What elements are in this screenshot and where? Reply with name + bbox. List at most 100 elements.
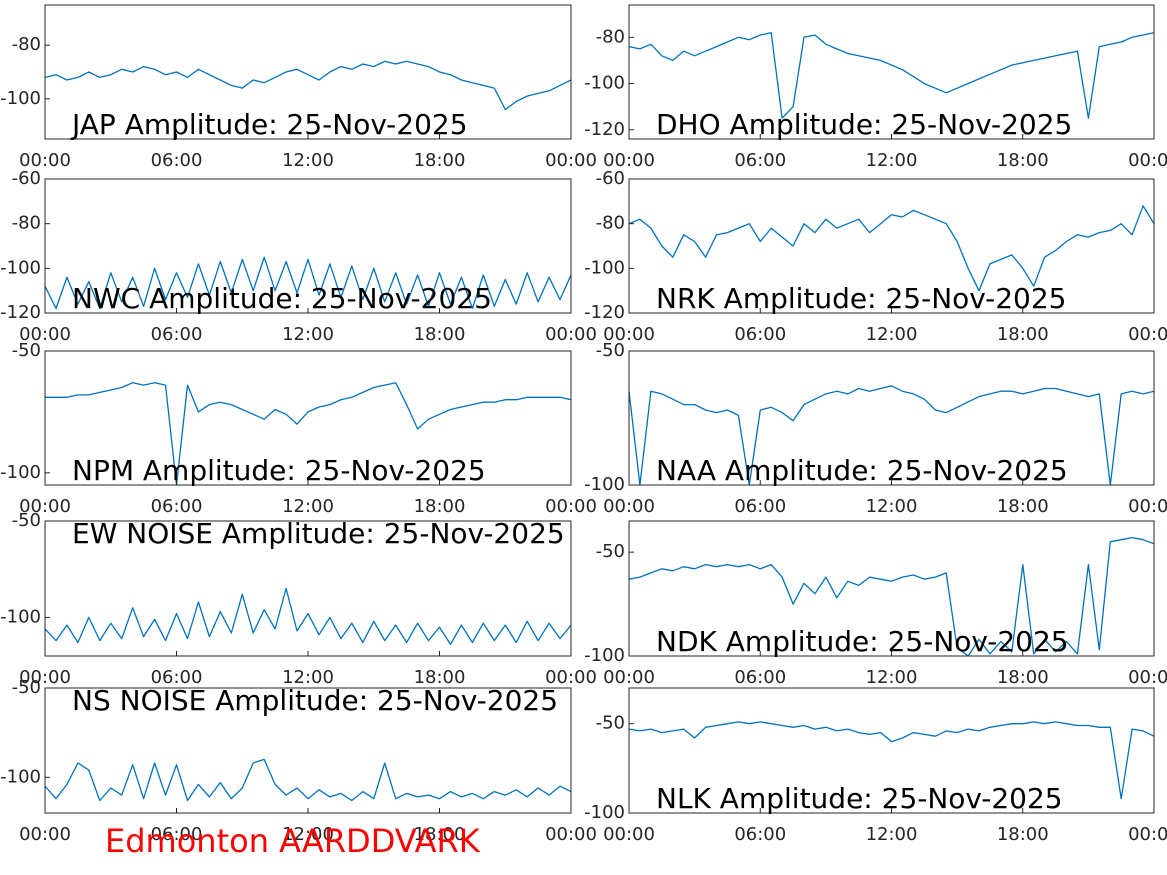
panel-title: NWC Amplitude: 25-Nov-2025 (72, 282, 492, 315)
x-tick-label: 06:00 (734, 324, 786, 345)
x-tick-label: 00:00 (19, 496, 71, 517)
x-tick-label: 00:00 (603, 824, 655, 845)
panel: -60-80-100-12000:0006:0012:0018:0000:00N… (584, 168, 1167, 345)
x-tick-label: 00:00 (545, 667, 597, 688)
data-line (45, 256, 571, 310)
x-tick-label: 00:00 (545, 150, 597, 171)
x-tick-label: 00:00 (19, 824, 71, 845)
panel-title: NDK Amplitude: 25-Nov-2025 (656, 625, 1069, 658)
y-tick-label: -100 (0, 766, 41, 787)
x-tick-label: 12:00 (282, 150, 334, 171)
data-line (629, 32, 1154, 119)
x-tick-label: 18:00 (997, 496, 1049, 517)
x-tick-label: 12:00 (282, 496, 334, 517)
x-tick-label: 18:00 (997, 324, 1049, 345)
data-line (45, 758, 571, 802)
x-tick-label: 00:00 (19, 324, 71, 345)
x-tick-label: 12:00 (866, 824, 918, 845)
x-tick-label: 12:00 (866, 496, 918, 517)
x-tick-label: 06:00 (151, 324, 203, 345)
x-tick-label: 06:00 (734, 824, 786, 845)
y-tick-label: -80 (596, 213, 625, 234)
x-tick-label: 12:00 (282, 824, 334, 845)
y-tick-label: -80 (596, 26, 625, 47)
x-tick-label: 00:00 (1128, 667, 1167, 688)
x-tick-label: 18:00 (414, 150, 466, 171)
data-line (629, 205, 1154, 292)
data-line (629, 536, 1154, 656)
x-tick-label: 12:00 (282, 324, 334, 345)
panel-title: NPM Amplitude: 25-Nov-2025 (72, 454, 486, 487)
y-tick-label: -50 (12, 677, 41, 698)
data-line (629, 385, 1154, 485)
y-tick-label: -100 (584, 73, 625, 94)
panel-title: EW NOISE Amplitude: 25-Nov-2025 (72, 517, 565, 550)
x-tick-label: 00:00 (603, 150, 655, 171)
y-tick-label: -80 (12, 34, 41, 55)
panel: -80 -100 00:00 06:00 12:00 18:00 00:00 JAP Ampl… (0, 4, 597, 171)
y-tick-label: -50 (596, 713, 625, 734)
y-tick-label: -80 (12, 213, 41, 234)
x-tick-label: 18:00 (997, 667, 1049, 688)
panel: -50 -100 00:00 06:00 12:00 18:00 00:00 EW NOISE… (0, 510, 597, 688)
y-tick-label: -50 (596, 541, 625, 562)
x-tick-label: 18:00 (414, 324, 466, 345)
x-tick-label: 00:00 (19, 150, 71, 171)
y-tick-label: -50 (12, 340, 41, 361)
x-tick-label: 00:00 (1128, 324, 1167, 345)
x-tick-label: 00:00 (545, 824, 597, 845)
x-tick-label: 18:00 (414, 824, 466, 845)
x-tick-label: 18:00 (414, 667, 466, 688)
x-tick-label: 00:00 (19, 667, 71, 688)
x-tick-label: 06:00 (151, 496, 203, 517)
data-line (629, 721, 1154, 800)
panel-title: NLK Amplitude: 25-Nov-2025 (656, 782, 1063, 815)
panel-title: NS NOISE Amplitude: 25-Nov-2025 (72, 684, 558, 717)
footer: Edmonton AARDDVARK (105, 822, 481, 860)
y-tick-label: -120 (584, 302, 625, 323)
data-line (45, 60, 571, 111)
x-tick-label: 00:00 (545, 324, 597, 345)
panel-title: DHO Amplitude: 25-Nov-2025 (656, 108, 1072, 141)
y-tick-label: -100 (584, 802, 625, 823)
y-tick-label: -100 (584, 257, 625, 278)
y-tick-label: -60 (12, 168, 41, 189)
x-tick-label: 18:00 (997, 824, 1049, 845)
x-tick-label: 12:00 (282, 667, 334, 688)
x-tick-label: 00:00 (1128, 824, 1167, 845)
x-tick-label: 06:00 (734, 667, 786, 688)
y-tick-label: -100 (584, 474, 625, 495)
y-tick-label: -50 (596, 340, 625, 361)
data-line (45, 382, 571, 485)
data-line (45, 587, 571, 646)
x-tick-label: 06:00 (734, 150, 786, 171)
x-tick-label: 00:00 (1128, 496, 1167, 517)
panel: -80-100-12000:0006:0012:0018:0000:00DHO … (584, 4, 1167, 171)
x-tick-label: 00:00 (603, 324, 655, 345)
y-tick-label: -100 (0, 257, 41, 278)
x-tick-label: 06:00 (151, 667, 203, 688)
x-tick-label: 00:00 (603, 496, 655, 517)
x-tick-label: 18:00 (414, 496, 466, 517)
x-tick-label: 06:00 (151, 150, 203, 171)
x-tick-label: 00:00 (545, 496, 597, 517)
x-tick-label: 00:00 (603, 667, 655, 688)
x-tick-label: 06:00 (151, 824, 203, 845)
y-tick-label: -100 (584, 645, 625, 666)
panel-title: NRK Amplitude: 25-Nov-2025 (656, 282, 1066, 315)
x-tick-label: 12:00 (866, 324, 918, 345)
x-tick-label: 06:00 (734, 496, 786, 517)
y-tick-label: -60 (596, 168, 625, 189)
x-tick-label: 12:00 (866, 150, 918, 171)
y-tick-label: -50 (12, 510, 41, 531)
y-tick-label: -100 (0, 88, 41, 109)
panel-title: NAA Amplitude: 25-Nov-2025 (656, 454, 1068, 487)
y-tick-label: -120 (0, 302, 41, 323)
x-tick-label: 18:00 (997, 150, 1049, 171)
